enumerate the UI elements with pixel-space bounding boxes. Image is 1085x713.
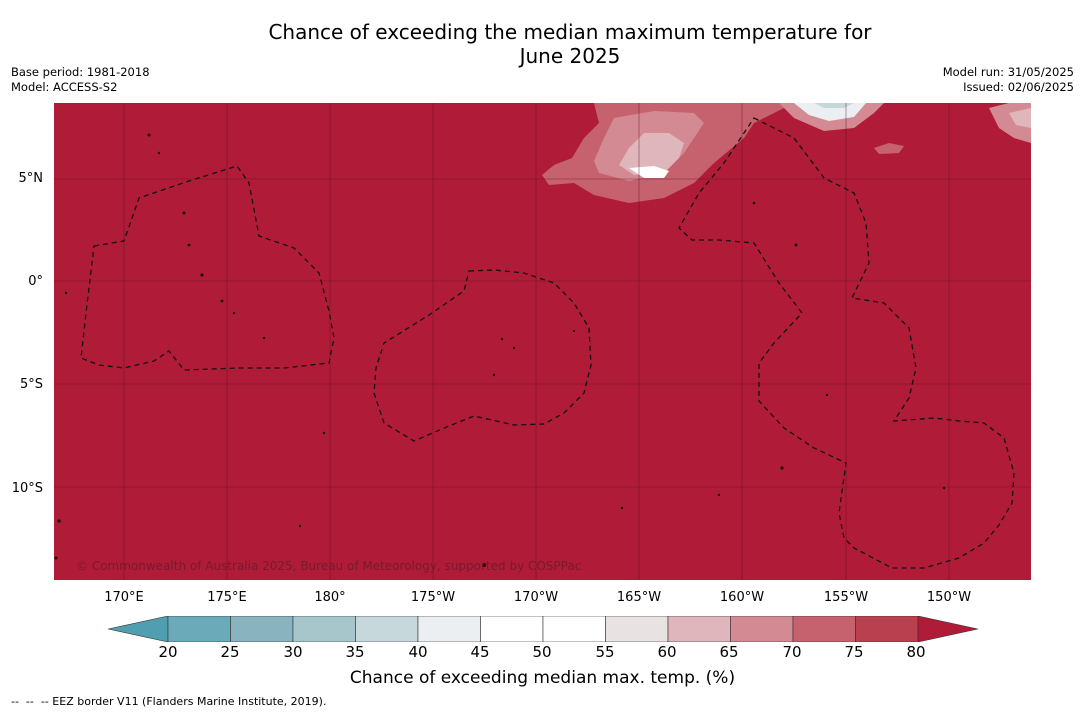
lon-label-170w: 170°W [513,590,559,605]
meta-right: Model run: 31/05/2025 Issued: 02/06/2025 [943,65,1074,95]
title-line-1: Chance of exceeding the median maximum t… [268,20,872,44]
colorbar-svg [107,615,979,643]
colorbar-segment [230,615,294,643]
islands [54,133,946,567]
colorbar-extend-low [107,615,169,643]
lat-label-10s: 10°S [11,481,43,496]
colorbar-segment [167,615,231,643]
colorbar-segment [792,615,856,643]
copyright-notice: © Commonwealth of Australia 2025, Bureau… [76,559,582,573]
model-name: Model: ACCESS-S2 [11,80,118,94]
anomaly-patch-north [542,103,1031,203]
chart-title: Chance of exceeding the median maximum t… [0,20,1085,68]
cbar-tick-65: 65 [719,643,739,661]
eez-kiribati-phoenix [373,269,592,442]
map-panel[interactable] [54,103,1031,580]
colorbar-segment [667,615,731,643]
colorbar-segment [542,615,606,643]
cbar-tick-20: 20 [158,643,178,661]
model-run: Model run: 31/05/2025 [942,65,1074,79]
cbar-tick-35: 35 [345,643,365,661]
colorbar [107,615,979,643]
eez-kiribati-line [678,117,1015,569]
map-svg [54,103,1031,580]
lon-label-175w: 175°W [410,590,456,605]
cbar-tick-40: 40 [408,643,428,661]
ocean-fill [54,103,1031,580]
colorbar-extend-high [917,615,979,643]
cbar-tick-30: 30 [283,643,303,661]
colorbar-segment [605,615,669,643]
lat-label-5n: 5°N [18,171,44,186]
colorbar-segment [730,615,794,643]
lon-label-165w: 165°W [616,590,662,605]
colorbar-segment [855,615,919,643]
lat-label-0: 0° [28,274,43,289]
meta-left: Base period: 1981-2018 Model: ACCESS-S2 [11,65,150,95]
cbar-tick-45: 45 [470,643,490,661]
lon-label-155w: 155°W [823,590,869,605]
eez-borders [80,117,1015,569]
cbar-tick-70: 70 [782,643,802,661]
lon-label-175e: 175°E [207,590,247,605]
colorbar-label: Chance of exceeding median max. temp. (%… [349,668,736,688]
lon-label-160w: 160°W [719,590,765,605]
cbar-tick-55: 55 [595,643,615,661]
lon-label-150w: 150°W [926,590,972,605]
base-period: Base period: 1981-2018 [11,65,150,79]
lon-label-180: 180° [314,590,346,605]
cbar-tick-80: 80 [906,643,926,661]
cbar-tick-60: 60 [657,643,677,661]
colorbar-segment [480,615,544,643]
colorbar-segment [355,615,419,643]
cbar-tick-50: 50 [532,643,552,661]
lat-label-5s: 5°S [19,377,43,392]
graticule [54,103,1031,580]
cbar-tick-25: 25 [220,643,240,661]
lon-label-170e: 170°E [104,590,144,605]
eez-legend-note: -- -- -- EEZ border V11 (Flanders Marine… [11,695,327,708]
colorbar-segment [417,615,481,643]
title-line-2: June 2025 [519,44,621,68]
cbar-tick-75: 75 [844,643,864,661]
eez-kiribati-gilbert [80,165,335,371]
colorbar-segment [292,615,356,643]
issued-date: Issued: 02/06/2025 [963,80,1074,94]
